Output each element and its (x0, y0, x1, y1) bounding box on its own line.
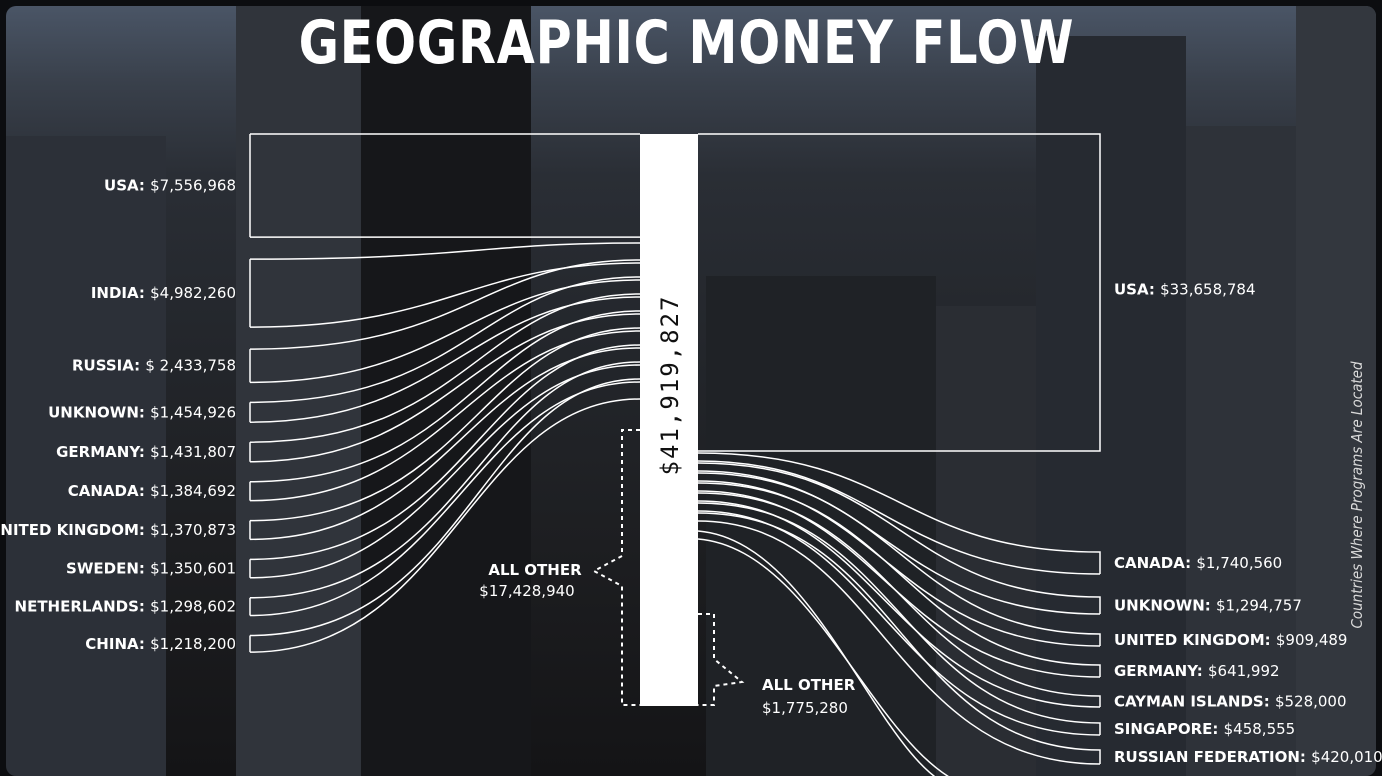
destination-label: CANADA: $1,740,560 (1114, 554, 1282, 572)
background-building (1186, 126, 1296, 776)
page-title: GEOGRAPHIC MONEY FLOW (298, 8, 1075, 78)
flow-line (697, 470, 1101, 615)
flow-line (249, 276, 641, 404)
flow-line (249, 296, 641, 423)
flow-line (249, 259, 641, 350)
flow-line (249, 279, 641, 384)
flow-line (249, 364, 641, 579)
destination-label: GERMANY: $641,992 (1114, 662, 1280, 680)
destination-other-bracket (698, 613, 745, 706)
flow-line (249, 344, 641, 561)
flow-line (697, 538, 950, 776)
source-label: USA: $7,556,968 (104, 177, 236, 195)
source-label: CANADA: $1,384,692 (68, 482, 236, 500)
source-other-label: ALL OTHER (488, 561, 582, 579)
flow-line (697, 530, 936, 776)
source-label: UNKNOWN: $1,454,926 (48, 403, 236, 421)
destination-label: SINGAPORE: $458,555 (1114, 720, 1295, 738)
flow-line (249, 327, 641, 522)
source-bracket (249, 133, 640, 238)
source-label: INDIA: $4,982,260 (91, 284, 236, 302)
flow-line (697, 472, 1101, 646)
flow-line (249, 262, 641, 328)
flow-line (249, 242, 641, 260)
destination-label: UNKNOWN: $1,294,757 (1114, 597, 1302, 615)
source-label: UNITED KINGDOM: $1,370,873 (0, 521, 236, 539)
background-building (6, 136, 166, 776)
flow-line (697, 502, 1101, 735)
flow-line (697, 492, 1101, 707)
source-label: CHINA: $1,218,200 (85, 635, 236, 653)
flow-line (249, 310, 641, 483)
source-other-bracket (591, 429, 640, 706)
flow-line (249, 361, 641, 599)
source-label: NETHERLANDS: $1,298,602 (15, 598, 236, 616)
source-label: SWEDEN: $1,350,601 (66, 560, 236, 578)
flow-line (697, 512, 1101, 764)
flow-line (697, 482, 1101, 677)
source-other-amount: $17,428,940 (479, 582, 574, 600)
flow-line (697, 452, 1101, 574)
source-label: GERMANY: $1,431,807 (56, 443, 236, 461)
destination-label: RUSSIAN FEDERATION: $420,010 (1114, 748, 1382, 766)
background-building (1296, 6, 1376, 776)
flow-line (697, 480, 1101, 647)
destination-label: USA: $33,658,784 (1114, 280, 1256, 298)
destination-other-label: ALL OTHER (762, 676, 856, 694)
flow-line (697, 490, 1101, 678)
flow-line (249, 398, 641, 653)
flow-line (249, 381, 641, 617)
destination-bracket (698, 133, 1101, 452)
source-label: RUSSIA: $ 2,433,758 (72, 357, 236, 375)
flow-line (249, 378, 641, 637)
flow-line (697, 460, 1101, 575)
background-building (1036, 36, 1186, 776)
destination-other-amount: $1,775,280 (762, 699, 848, 717)
total-label: $41,919,827 (656, 295, 684, 476)
flow-line (697, 510, 1101, 736)
flow-line (697, 520, 1101, 765)
destination-label: CAYMAN ISLANDS: $528,000 (1114, 693, 1347, 711)
flow-line (697, 462, 1101, 614)
flow-line (249, 293, 641, 443)
destination-label: UNITED KINGDOM: $909,489 (1114, 631, 1347, 649)
total-bar (640, 134, 698, 706)
